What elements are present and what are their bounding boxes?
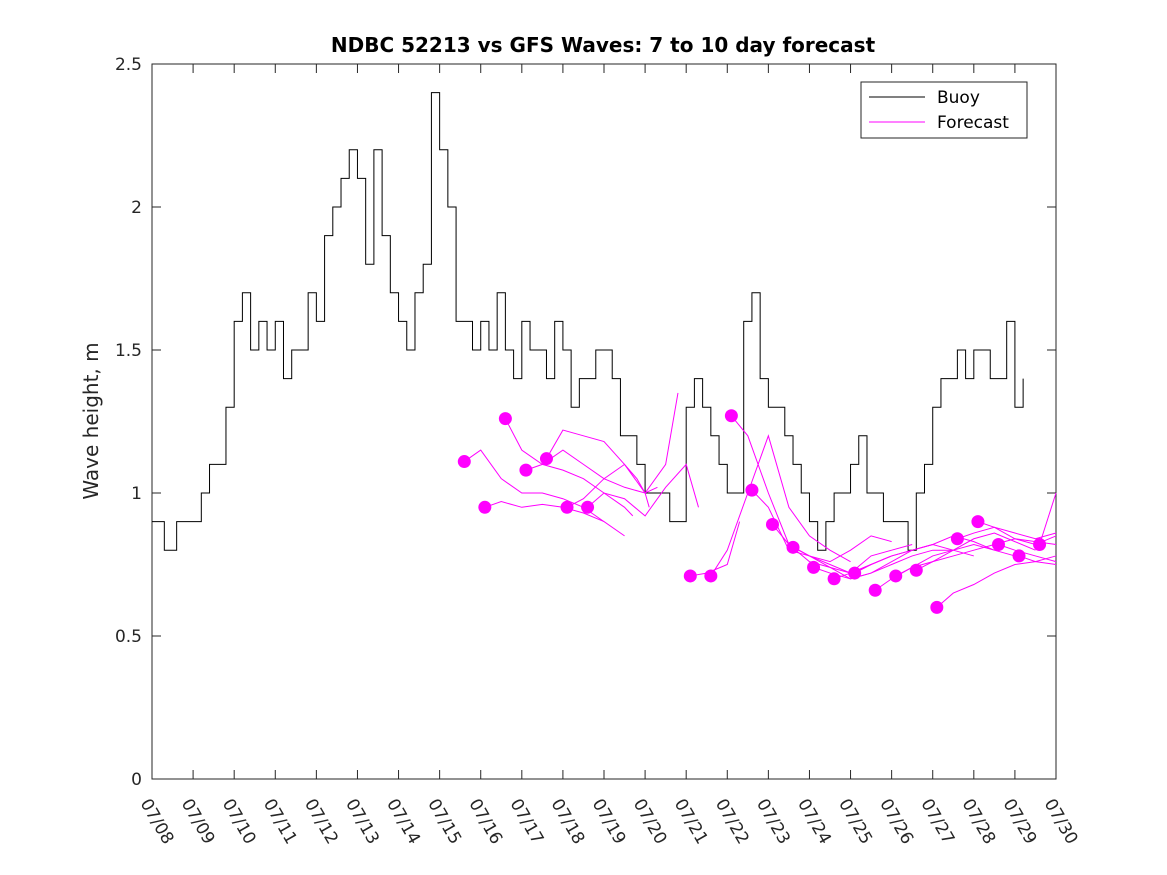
forecast-run-line (484, 501, 625, 537)
y-tick-label: 1 (131, 484, 142, 504)
y-tick-label: 1.5 (115, 341, 142, 361)
forecast-run-line (916, 538, 1057, 571)
y-tick-label: 0 (131, 770, 142, 790)
forecast-start-point (478, 500, 492, 514)
forecast-start-point (581, 500, 595, 514)
forecast-start-point (519, 463, 533, 477)
y-tick-label: 2 (131, 198, 142, 218)
series-buoy-line (152, 92, 1024, 551)
plot-area (151, 63, 1057, 780)
forecast-run-line (1039, 492, 1057, 545)
forecast-start-point (704, 569, 718, 583)
forecast-start-point (745, 483, 759, 497)
forecast-start-point (1033, 537, 1047, 551)
forecast-start-point (807, 560, 821, 574)
forecast-start-point (909, 563, 923, 577)
y-axis-label: Wave height, m (79, 342, 103, 499)
forecast-run-line (690, 521, 741, 577)
forecast-start-point (848, 566, 862, 580)
legend-label-buoy: Buoy (937, 88, 980, 108)
forecast-start-point (683, 569, 697, 583)
forecast-run-line (957, 526, 1057, 540)
forecast-start-point (889, 569, 903, 583)
forecast-start-point (930, 600, 944, 614)
forecast-run-line (751, 489, 892, 563)
forecast-start-point (498, 412, 512, 426)
forecast-run-line (504, 418, 634, 517)
forecast-start-point (765, 517, 779, 531)
legend: Buoy Forecast (860, 81, 1028, 139)
forecast-start-point (1012, 549, 1026, 563)
y-tick-label: 0.5 (115, 627, 142, 647)
forecast-start-point (539, 452, 553, 466)
chart-title: NDBC 52213 vs GFS Waves: 7 to 10 day for… (331, 33, 876, 57)
forecast-start-point (950, 532, 964, 546)
forecast-start-point (991, 537, 1005, 551)
forecast-run-line (587, 463, 699, 517)
legend-box (860, 81, 1028, 139)
forecast-start-point (971, 515, 985, 529)
series-layer (152, 92, 1057, 614)
forecast-start-point (724, 409, 738, 423)
legend-label-forecast: Forecast (937, 113, 1009, 133)
forecast-run-line (998, 544, 1057, 563)
forecast-run-line (566, 392, 679, 508)
forecast-start-point (827, 572, 841, 586)
forecast-start-point (868, 583, 882, 597)
y-tick-label: 2.5 (115, 55, 142, 75)
forecast-start-point (560, 500, 574, 514)
forecast-run-line (464, 449, 605, 523)
y-axis-ticks: 0 0.5 1 1.5 2 2.5 (115, 55, 1056, 790)
forecast-start-point (457, 455, 471, 469)
forecast-start-point (786, 540, 800, 554)
forecast-run-line (710, 434, 851, 577)
